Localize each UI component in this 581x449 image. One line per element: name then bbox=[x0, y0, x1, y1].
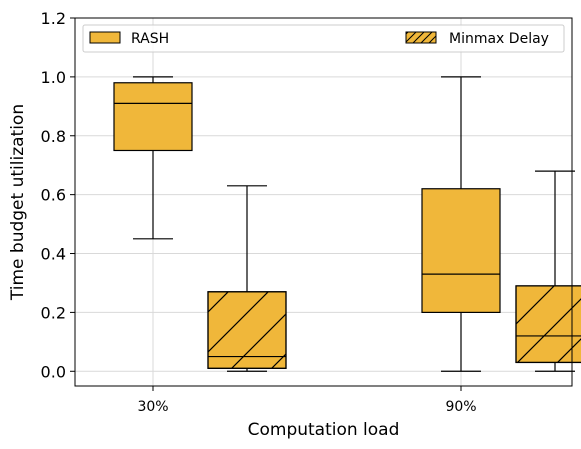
box-minmax-delay-90 bbox=[515, 170, 581, 372]
y-axis-ticks: 0.0 0.2 0.4 0.6 0.8 1.0 1.2 bbox=[41, 9, 75, 381]
legend-swatch-minmax-delay-hatch bbox=[406, 32, 436, 43]
y-tick-label: 0.2 bbox=[41, 303, 66, 322]
legend-label-rash: RASH bbox=[131, 31, 169, 47]
y-tick-label: 0.0 bbox=[41, 362, 66, 381]
box-hatch bbox=[207, 291, 287, 369]
box-body bbox=[113, 82, 193, 152]
y-tick-label: 0.4 bbox=[41, 245, 66, 264]
y-axis-label: Time budget utilization bbox=[8, 104, 28, 301]
box-body bbox=[421, 188, 501, 314]
x-tick-label: 30% bbox=[137, 399, 168, 415]
legend: RASH Minmax Delay bbox=[82, 24, 565, 53]
legend-label-minmax-delay: Minmax Delay bbox=[449, 31, 549, 47]
box-rash-30 bbox=[113, 76, 193, 240]
legend-frame bbox=[82, 24, 565, 53]
x-axis-label: Computation load bbox=[248, 420, 400, 440]
y-tick-label: 1.0 bbox=[41, 68, 66, 87]
box-rash-90 bbox=[421, 76, 501, 372]
box-hatch bbox=[515, 285, 581, 364]
legend-swatch-rash bbox=[89, 31, 121, 44]
boxes-layer bbox=[113, 76, 581, 372]
x-tick-label: 90% bbox=[445, 399, 476, 415]
box-minmax-delay-30 bbox=[207, 185, 287, 372]
y-tick-label: 0.6 bbox=[41, 186, 66, 205]
y-tick-label: 1.2 bbox=[41, 9, 66, 28]
y-tick-label: 0.8 bbox=[41, 127, 66, 146]
x-axis-ticks: 30% 90% bbox=[137, 386, 477, 415]
plot-area-frame bbox=[74, 17, 573, 387]
